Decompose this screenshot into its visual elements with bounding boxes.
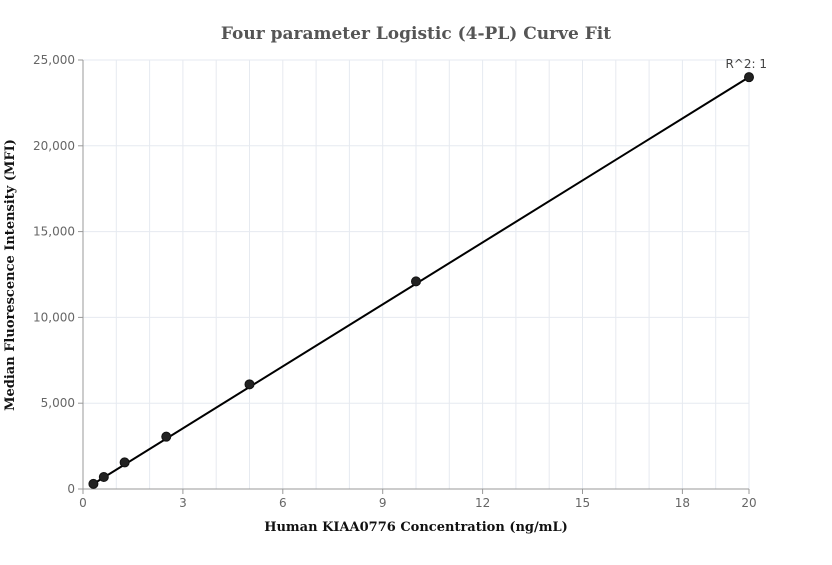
y-tick-label: 5,000 bbox=[41, 396, 75, 410]
data-points bbox=[88, 72, 754, 489]
axes bbox=[78, 59, 750, 494]
r-squared-annotation: R^2: 1 bbox=[725, 57, 767, 71]
data-point[interactable] bbox=[119, 457, 130, 468]
y-tick-label: 20,000 bbox=[33, 139, 75, 153]
x-tick-label: 20 bbox=[741, 496, 756, 510]
y-tick-label: 0 bbox=[67, 482, 75, 496]
x-axis-label: Human KIAA0776 Concentration (ng/mL) bbox=[264, 520, 568, 535]
data-point[interactable] bbox=[244, 379, 255, 390]
data-point[interactable] bbox=[88, 478, 99, 489]
x-tick-label: 6 bbox=[279, 496, 287, 510]
tick-labels: 0 5,000 10,000 15,000 20,000 25,000 0 3 6 9 12 15 18… bbox=[33, 53, 757, 510]
data-point[interactable] bbox=[98, 471, 109, 482]
y-tick-label: 25,000 bbox=[33, 53, 75, 67]
fit-curve bbox=[92, 76, 750, 485]
y-tick-label: 15,000 bbox=[33, 225, 75, 239]
x-tick-label: 18 bbox=[675, 496, 690, 510]
chart-title: Four parameter Logistic (4-PL) Curve Fit bbox=[221, 24, 611, 44]
data-point[interactable] bbox=[411, 276, 421, 287]
x-tick-label: 15 bbox=[575, 496, 590, 510]
fit-line bbox=[92, 76, 750, 485]
x-tick-label: 0 bbox=[79, 496, 87, 510]
data-point[interactable] bbox=[161, 431, 172, 442]
y-tick-label: 10,000 bbox=[33, 310, 75, 324]
x-tick-label: 3 bbox=[179, 496, 187, 510]
x-tick-label: 12 bbox=[475, 496, 490, 510]
data-point[interactable] bbox=[744, 72, 754, 83]
y-axis-label: Median Fluorescence Intensity (MFI) bbox=[3, 139, 18, 411]
x-tick-label: 9 bbox=[379, 496, 387, 510]
grid-lines bbox=[82, 59, 750, 489]
